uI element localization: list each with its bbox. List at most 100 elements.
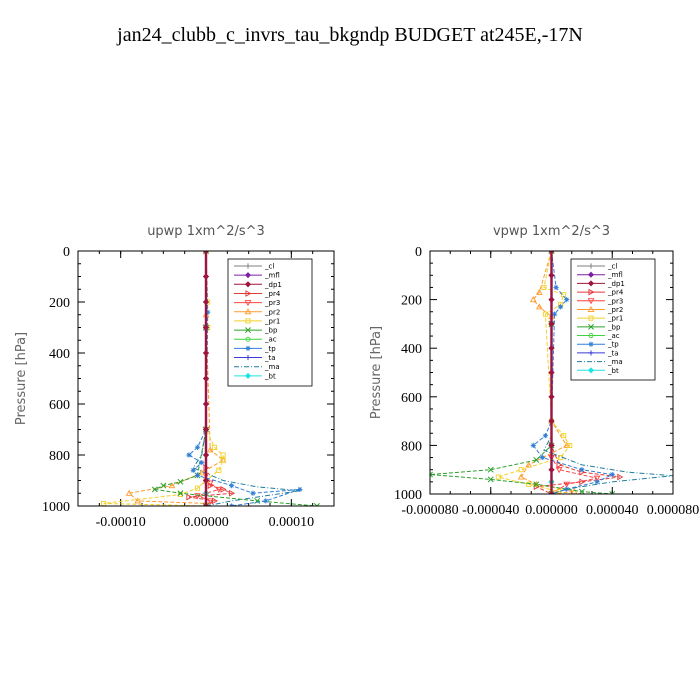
legend-marker: [245, 318, 251, 324]
legend-item-bt: _bt: [234, 372, 276, 380]
legend-marker: [588, 350, 594, 356]
data-point: [263, 498, 269, 504]
data-point: [430, 471, 433, 478]
data-point: [202, 375, 210, 382]
y-tick-label: 600: [401, 391, 422, 406]
data-point: [535, 303, 543, 310]
data-point: [563, 481, 571, 488]
x-tick-label: -0.000080: [401, 503, 458, 518]
data-point: [151, 486, 158, 493]
legend-item-pr2: _pr2: [234, 308, 280, 316]
legend-label: _mfl: [264, 272, 280, 280]
legend-marker: [587, 280, 595, 287]
legend-item-pr1: _pr1: [577, 315, 623, 323]
legend-item-ma: _ma: [234, 363, 280, 371]
legend-marker: [245, 336, 251, 342]
legend-item-cl: _cl: [234, 263, 274, 271]
legend-item-cl: _cl: [577, 263, 617, 271]
data-point: [186, 493, 193, 501]
data-point: [202, 298, 210, 306]
data-point: [535, 288, 543, 295]
legend-label: _pr3: [264, 299, 280, 307]
plot-frame: [77, 250, 335, 507]
legend-label: _pr4: [607, 289, 624, 297]
data-point: [202, 349, 210, 357]
legend-marker: [245, 327, 251, 334]
y-tick-label: 800: [49, 449, 70, 464]
data-point: [202, 426, 210, 433]
legend-marker: [587, 298, 595, 305]
data-point: [551, 311, 558, 317]
legend-item-pr4: _pr4: [234, 290, 281, 298]
legend-label: _cl: [264, 263, 274, 271]
panel-2: vpwp 1xm^2/s^3 Pressure [hPa] 0 200 400 600 80…: [369, 224, 699, 518]
legend-marker: [245, 290, 252, 297]
plot-frame: [429, 250, 674, 495]
series-line-pr2: [128, 251, 224, 506]
data-point: [194, 444, 201, 450]
data-point: [229, 489, 236, 497]
legend-item-pr3: _pr3: [234, 299, 280, 307]
data-point: [548, 251, 555, 255]
data-point: [177, 478, 184, 485]
data-point: [553, 284, 559, 291]
data-point: [548, 490, 555, 494]
data-point: [134, 497, 142, 504]
data-point: [212, 497, 219, 505]
y-tick-label: 200: [49, 296, 70, 311]
data-point: [609, 491, 616, 494]
data-point: [168, 482, 176, 489]
data-point: [190, 467, 196, 473]
legend-item-dp1: _dp1: [234, 281, 282, 289]
data-point: [206, 446, 214, 453]
data-point: [533, 457, 540, 463]
data-point: [212, 444, 218, 450]
data-point: [561, 433, 567, 439]
data-point: [518, 467, 524, 473]
legend-label: _cl: [607, 263, 617, 271]
data-point: [564, 297, 570, 303]
y-tick-label: 800: [401, 439, 422, 454]
data-point: [125, 489, 133, 496]
x-tick-label: -0.000040: [462, 503, 519, 518]
legend-label: _dp1: [607, 280, 625, 288]
x-tick-label: 0.00010: [269, 515, 315, 530]
legend-marker: [245, 345, 251, 351]
legend-marker: [245, 354, 251, 361]
legend-marker: [244, 372, 252, 379]
data-point: [194, 485, 200, 491]
y-axis-label: Pressure [hPa]: [369, 326, 384, 419]
legend-label: _ac: [264, 336, 277, 344]
legend-marker: [244, 308, 252, 315]
data-point: [177, 491, 183, 498]
data-point: [558, 304, 564, 310]
y-tick-label: 400: [49, 347, 70, 362]
data-point: [548, 466, 555, 473]
data-point: [548, 345, 555, 352]
data-point: [539, 454, 545, 461]
data-point: [202, 502, 210, 506]
legend-label: _pr3: [607, 297, 623, 305]
legend-item-bp: _bp: [234, 327, 278, 335]
panel-title: upwp 1xm^2/s^3: [147, 224, 265, 239]
data-point: [517, 473, 525, 480]
data-point: [548, 272, 555, 279]
legend-item-pr1: _pr1: [234, 317, 280, 325]
x-tick-label: -0.00010: [96, 515, 146, 530]
legend-label: _ta: [607, 349, 619, 357]
x-tick-label: 0.000040: [586, 503, 639, 518]
data-point: [202, 324, 210, 331]
legend-marker: [587, 305, 595, 312]
data-point: [548, 320, 555, 327]
series-dp1: [548, 251, 555, 494]
legend: _cl_mfl_dp1_pr4_pr3_pr2_pr1_bp_ac_tp_ta_…: [227, 258, 313, 387]
legend-item-ta: _ta: [577, 349, 619, 357]
legend-label: _bt: [264, 372, 276, 380]
panels: upwp 1xm^2/s^3 Pressure [hPa] 0 200 400 600 80…: [14, 224, 699, 530]
legend-label: _bt: [607, 367, 619, 375]
figure-title: jan24_clubb_c_invrs_tau_bkgndp BUDGET at…: [116, 24, 583, 46]
y-tick-label: 0: [63, 245, 70, 260]
data-point: [202, 451, 210, 459]
data-point: [495, 474, 501, 480]
